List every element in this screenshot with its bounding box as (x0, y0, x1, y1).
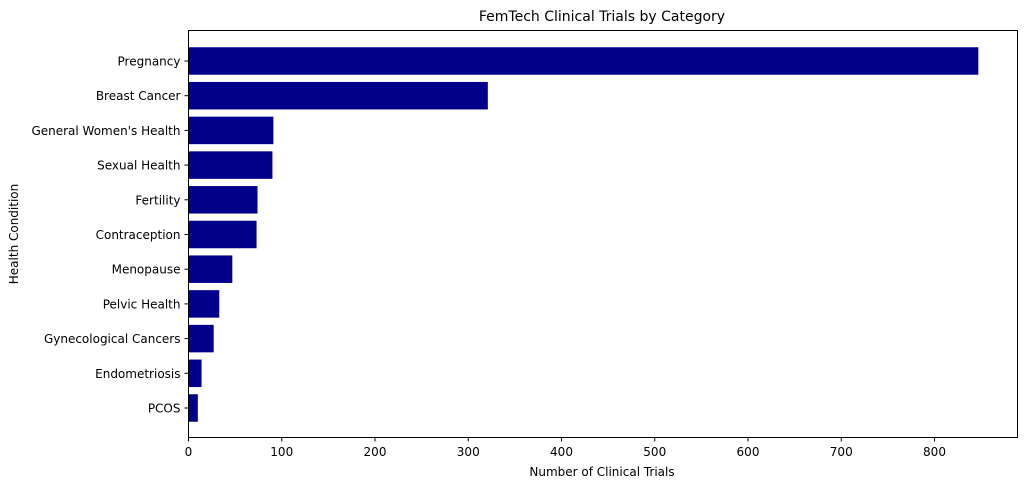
x-tick-label: 300 (457, 445, 480, 459)
bar (188, 220, 257, 249)
bar (188, 290, 220, 318)
bar (188, 255, 233, 283)
x-tick-label: 100 (270, 445, 293, 459)
y-tick-label: Pregnancy (118, 55, 181, 69)
y-tick-label: Fertility (135, 193, 180, 207)
y-tick-label: Contraception (96, 228, 181, 242)
bar (188, 81, 488, 110)
bar (188, 186, 258, 214)
x-tick-label: 400 (550, 445, 573, 459)
x-axis-label: Number of Clinical Trials (529, 465, 674, 479)
y-tick-label: Sexual Health (97, 159, 180, 173)
y-tick-label: General Women's Health (31, 124, 180, 138)
bar (188, 324, 214, 353)
chart-title: FemTech Clinical Trials by Category (479, 9, 725, 25)
y-tick-label: Menopause (112, 263, 181, 277)
bar (188, 359, 202, 388)
bar (188, 394, 198, 422)
bar (188, 116, 274, 145)
y-tick-label: Endometriosis (95, 367, 180, 381)
x-tick-label: 0 (185, 445, 193, 459)
plot-frame (188, 30, 1018, 438)
bar (188, 47, 979, 75)
x-tick-label: 700 (830, 445, 853, 459)
x-tick-label: 500 (643, 445, 666, 459)
y-tick-label: Breast Cancer (96, 89, 181, 103)
x-tick-label: 600 (737, 445, 760, 459)
y-tick-label: Gynecological Cancers (44, 332, 181, 346)
y-axis-label: Health Condition (7, 184, 21, 284)
x-tick-label: 800 (923, 445, 946, 459)
y-tick-label: PCOS (148, 402, 181, 416)
x-tick-label: 200 (364, 445, 387, 459)
bar (188, 151, 273, 179)
y-tick-label: Pelvic Health (103, 297, 181, 311)
